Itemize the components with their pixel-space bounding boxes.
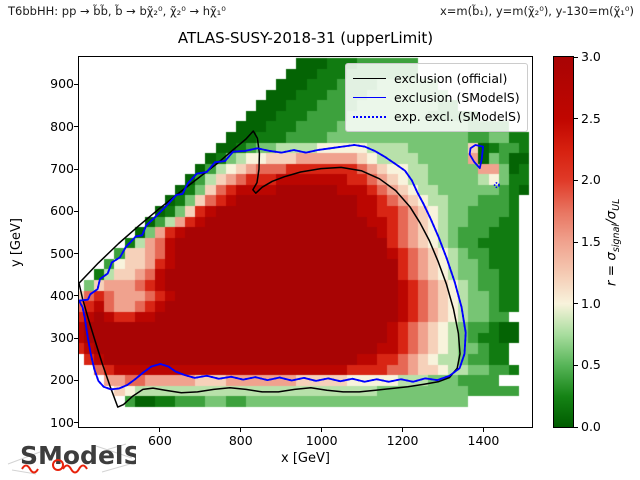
y-tick-mark [74, 83, 78, 85]
x-tick-mark [321, 428, 323, 432]
colorbar-tick-label: 3.0 [581, 49, 601, 64]
colorbar-label: r = σsignal/σUL [603, 198, 623, 286]
plot-title: ATLAS-SUSY-2018-31 (upperLimit) [177, 29, 434, 47]
colorbar-tick-mark [574, 303, 578, 305]
logo-scribbles [7, 443, 133, 475]
x-tick-mark [159, 428, 161, 432]
y-axis-label: y [GeV] [8, 217, 24, 267]
colorbar-gradient [554, 57, 573, 427]
contours-overlay [79, 130, 500, 408]
smodels-exclusion-contour [79, 144, 467, 391]
legend-item-expected: exp. excl. (SModelS) [353, 107, 521, 126]
y-tick-mark [74, 337, 78, 339]
y-tick-label: 600 [50, 203, 74, 219]
y-tick-mark [74, 253, 78, 255]
colorbar-tick-label: 2.5 [581, 110, 601, 126]
y-tick-label: 900 [50, 76, 74, 92]
legend-line-sample-official [353, 78, 386, 79]
colorbar-tick-mark [574, 241, 578, 243]
legend-label: exp. excl. (SModelS) [394, 109, 521, 124]
y-tick-label: 200 [50, 372, 74, 388]
logo-red-squiggle-right [62, 464, 88, 474]
y-tick-label: 100 [50, 414, 74, 430]
colorbar-tick-mark [574, 118, 578, 120]
colorbar [553, 56, 574, 428]
logo-red-loop [52, 459, 64, 471]
y-tick-mark [74, 168, 78, 170]
x-tick-mark [402, 428, 404, 432]
y-axis-label-wrap: y [GeV] [6, 57, 26, 427]
y-tick-mark [74, 422, 78, 424]
colorbar-tick-mark [574, 364, 578, 366]
y-tick-label: 800 [50, 118, 74, 134]
x-tick-mark [240, 428, 242, 432]
header-process-text: T6bbHH: pp → b̃b̃, b̃ → bχ̃₂⁰, χ̃₂⁰ → hχ… [8, 4, 226, 18]
x-tick-label: 1200 [386, 433, 419, 448]
y-tick-mark [74, 210, 78, 212]
x-tick-mark [482, 428, 484, 432]
x-tick-label: 1400 [467, 433, 500, 448]
legend-item-smodels: exclusion (SModelS) [353, 88, 520, 107]
y-tick-label: 400 [50, 287, 74, 303]
y-tick-mark [74, 295, 78, 297]
y-tick-label: 300 [50, 330, 74, 346]
legend-label: exclusion (official) [394, 71, 508, 86]
logo-text: SModelS [20, 441, 136, 470]
official-exclusion-contour [79, 130, 461, 408]
legend-box: exclusion (official) exclusion (SModelS)… [345, 63, 528, 132]
header-axes-definition-text: x=m(b̃₁), y=m(χ̃₂⁰), y-130=m(χ̃₁⁰) [439, 4, 634, 18]
colorbar-tick-label: 0.0 [581, 419, 601, 434]
y-tick-mark [74, 126, 78, 128]
x-tick-label: 600 [147, 433, 172, 448]
smodels-logo: SModelS [7, 441, 136, 475]
y-tick-label: 700 [50, 161, 74, 177]
x-tick-label: 800 [228, 433, 253, 448]
logo-red-squiggle-left [21, 464, 39, 474]
legend-line-sample-smodels [353, 97, 386, 98]
y-tick-label: 500 [50, 245, 74, 261]
colorbar-tick-mark [574, 179, 578, 181]
colorbar-tick-label: 1.0 [581, 295, 601, 311]
x-tick-label: 1000 [305, 433, 338, 448]
colorbar-tick-label: 0.5 [581, 357, 601, 373]
expected-exclusion-dot [493, 182, 500, 189]
y-tick-mark [74, 379, 78, 381]
x-axis-label: x [GeV] [281, 451, 330, 466]
colorbar-tick-label: 1.5 [581, 234, 601, 249]
legend-item-official: exclusion (official) [353, 69, 520, 88]
colorbar-tick-mark [574, 56, 578, 58]
colorbar-tick-mark [574, 426, 578, 428]
colorbar-tick-label: 2.0 [581, 172, 601, 188]
legend-line-sample-expected [353, 115, 386, 118]
legend-label: exclusion (SModelS) [394, 90, 520, 105]
colorbar-label-wrap: r = σsignal/σUL [600, 57, 626, 427]
smodels-exclusion-island [468, 144, 485, 170]
